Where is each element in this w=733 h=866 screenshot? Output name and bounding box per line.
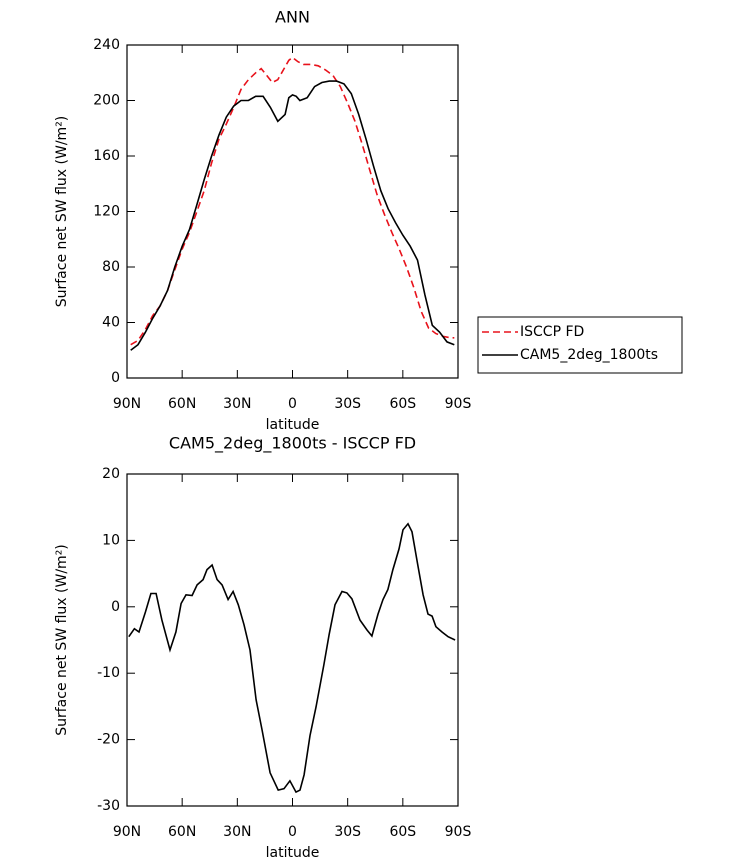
- y-tick-label: 120: [93, 204, 120, 220]
- x-axis-label: latitude: [266, 845, 320, 861]
- x-tick-label: 0: [288, 824, 297, 840]
- x-tick-label: 60N: [168, 824, 196, 840]
- y-tick-label: 0: [111, 599, 120, 615]
- legend-label: CAM5_2deg_1800ts: [520, 347, 658, 363]
- series-line: [130, 56, 455, 346]
- y-tick-label: 40: [102, 315, 120, 331]
- chart-title: ANN: [275, 8, 310, 27]
- x-tick-label: 30N: [223, 824, 251, 840]
- legend-label: ISCCP FD: [520, 324, 584, 340]
- x-tick-label: 30S: [334, 824, 361, 840]
- series-line: [128, 522, 456, 794]
- x-tick-label: 60N: [168, 396, 196, 412]
- y-tick-label: -20: [97, 732, 120, 748]
- x-axis-label: latitude: [266, 417, 320, 433]
- x-tick-label: 90S: [445, 396, 472, 412]
- series-line: [130, 80, 455, 351]
- y-tick-label: 80: [102, 259, 120, 275]
- x-tick-label: 30N: [223, 396, 251, 412]
- legend-box: [477, 316, 683, 374]
- x-tick-label: 90N: [113, 396, 141, 412]
- y-axis-label: Surface net SW flux (W/m²): [54, 544, 70, 736]
- x-tick-label: 0: [288, 396, 297, 412]
- x-tick-label: 30S: [334, 396, 361, 412]
- y-tick-label: 200: [93, 93, 120, 109]
- y-tick-label: -10: [97, 665, 120, 681]
- y-tick-label: 10: [102, 532, 120, 548]
- y-axis-label: Surface net SW flux (W/m²): [54, 116, 70, 308]
- y-tick-label: 20: [102, 466, 120, 482]
- chart-title: CAM5_2deg_1800ts - ISCCP FD: [169, 434, 416, 454]
- y-tick-label: 160: [93, 148, 120, 164]
- y-tick-label: 240: [93, 37, 120, 53]
- x-tick-label: 60S: [389, 824, 416, 840]
- y-tick-label: 0: [111, 370, 120, 386]
- x-tick-label: 60S: [389, 396, 416, 412]
- y-tick-label: -30: [97, 798, 120, 814]
- x-tick-label: 90S: [445, 824, 472, 840]
- x-tick-label: 90N: [113, 824, 141, 840]
